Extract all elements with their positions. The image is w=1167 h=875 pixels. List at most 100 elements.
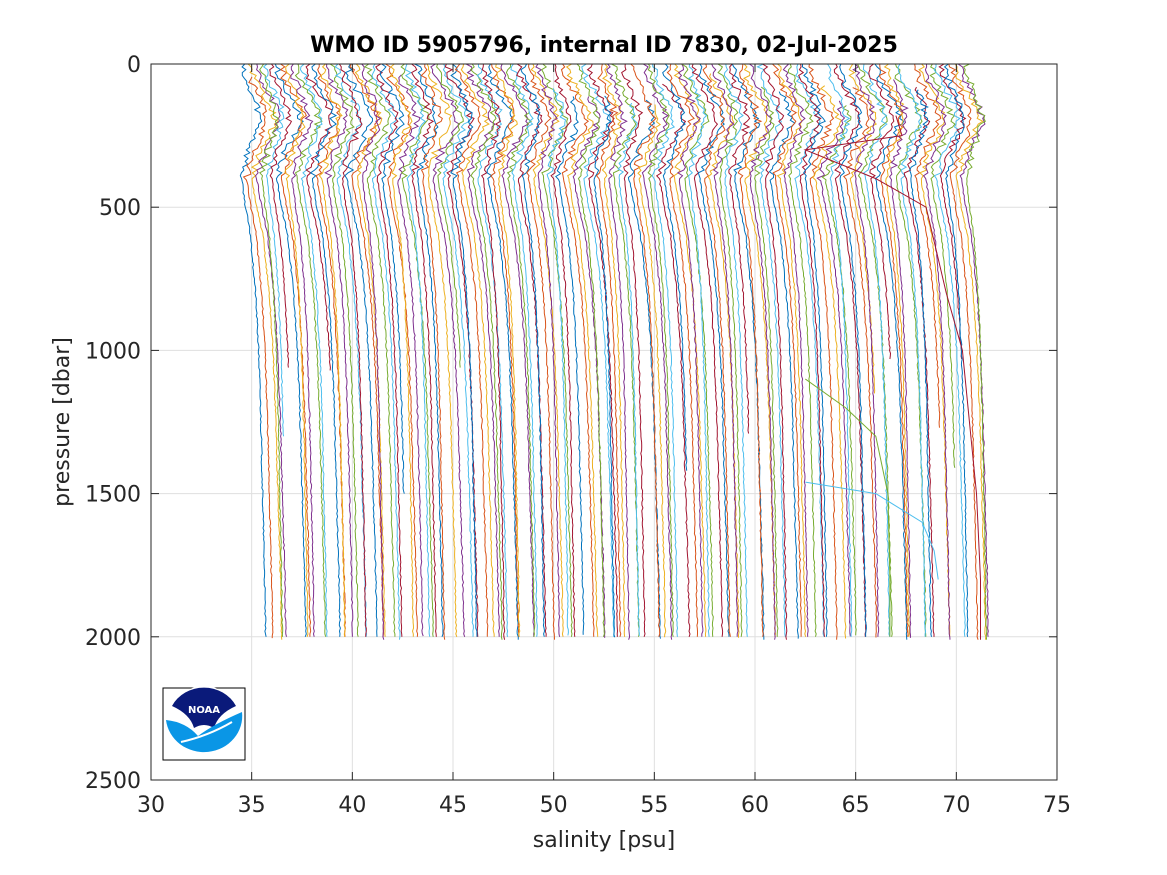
profile-line [565, 63, 599, 637]
profile-line [490, 63, 520, 637]
profile-line [426, 63, 458, 637]
profile-line [329, 63, 359, 637]
profile-line [593, 95, 616, 638]
profile-line [666, 63, 699, 637]
profile-line [711, 63, 739, 637]
profile-line [560, 63, 595, 637]
noaa-logo: NOAA [162, 686, 246, 761]
x-tick-label: 55 [640, 793, 668, 818]
profile-line [868, 63, 895, 360]
profile-line [586, 63, 619, 637]
profile-line [454, 63, 489, 637]
profile-line [269, 63, 293, 368]
profile-line [874, 63, 908, 640]
profile-line [897, 63, 927, 637]
profile-line [262, 63, 285, 437]
profile-line [802, 64, 828, 637]
profile-line [833, 63, 867, 637]
x-tick-label: 65 [842, 793, 870, 818]
y-tick-label: 500 [99, 196, 141, 221]
profile-line [420, 63, 446, 640]
profile-line [963, 63, 988, 640]
profile-line [883, 63, 911, 637]
profile-line [361, 63, 385, 640]
logo-gull [180, 721, 233, 743]
x-axis-label: salinity [psu] [533, 828, 675, 853]
profile-line [630, 63, 661, 637]
profile-line [555, 96, 585, 635]
outlier-profile-line [803, 115, 981, 640]
profile-line [526, 63, 555, 640]
profile-line [676, 63, 704, 637]
profile-line [728, 63, 751, 434]
profile-line [371, 63, 401, 640]
profile-line [697, 63, 730, 637]
profile-line [827, 63, 853, 637]
profile-line [812, 85, 847, 639]
x-tick-label: 35 [238, 793, 266, 818]
profile-line [414, 63, 444, 637]
profile-line [933, 64, 966, 637]
profile-line [294, 63, 327, 637]
profile-line [717, 63, 743, 637]
profile-line [239, 63, 267, 637]
y-tick-label: 2500 [85, 769, 141, 794]
profile-line [505, 63, 536, 637]
profile-line [651, 63, 679, 637]
profile-line [914, 63, 942, 428]
profile-line [389, 63, 415, 637]
profile-line [520, 63, 546, 637]
profile-line [305, 63, 333, 371]
x-tick-label: 70 [942, 793, 970, 818]
x-tick-label: 45 [439, 793, 467, 818]
profile-line [637, 104, 667, 638]
profile-line [550, 63, 576, 637]
profile-line [404, 63, 431, 637]
profile-line [576, 63, 605, 637]
x-tick-label: 40 [338, 793, 366, 818]
profile-line [255, 63, 287, 637]
profile-line [581, 63, 615, 637]
profile-line [702, 63, 731, 637]
profile-line [723, 63, 748, 637]
profile-line [691, 63, 724, 637]
profile-line [852, 63, 880, 637]
y-tick-label: 1000 [85, 339, 141, 364]
profile-line [737, 63, 764, 637]
profile-line [754, 86, 779, 637]
profile-line [862, 63, 891, 637]
x-tick-label: 60 [741, 793, 769, 818]
profile-line [436, 63, 464, 368]
profile-line [530, 63, 564, 637]
profile-line [242, 76, 274, 639]
profile-line [842, 87, 878, 638]
profile-line [707, 73, 740, 638]
x-tick-labels: 30 35 40 45 50 55 60 65 70 75 [137, 793, 1071, 818]
profile-line [259, 63, 284, 637]
profile-line [385, 63, 419, 637]
profile-line [299, 63, 328, 637]
outlier-profile-line [805, 378, 891, 637]
profile-line [486, 63, 519, 640]
profile-line [309, 63, 341, 637]
chart-title: WMO ID 5905796, internal ID 7830, 02-Jul… [310, 33, 898, 58]
profile-line [681, 63, 714, 637]
x-tick-label: 30 [137, 793, 165, 818]
y-tick-label: 1500 [85, 483, 141, 508]
profile-line [768, 91, 799, 639]
profile-line [909, 89, 932, 637]
profile-line [647, 63, 674, 637]
profile-line [957, 63, 989, 637]
profile-line [772, 63, 802, 637]
profile-line [318, 63, 346, 637]
profile-line [535, 63, 561, 637]
profile-line [324, 63, 354, 637]
logo-navy-arc [172, 687, 236, 728]
profile-line [546, 88, 569, 636]
profile-line [606, 63, 631, 640]
profile-line [344, 63, 378, 637]
profile-line [465, 63, 501, 637]
profile-line [495, 63, 521, 637]
profile-line [621, 63, 646, 637]
profile-line [601, 63, 626, 637]
